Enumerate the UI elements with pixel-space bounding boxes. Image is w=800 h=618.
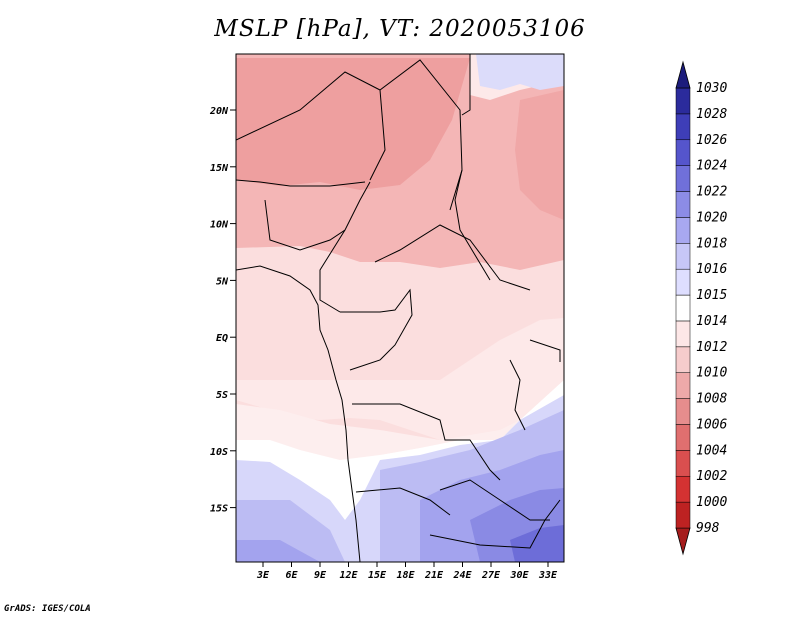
field-northeast-1016	[476, 54, 564, 90]
colorbar: 998 1000 1002 1004 1006 1008 1010 1012 1014 1015 1…	[675, 60, 727, 556]
colorbar-segment	[675, 372, 691, 399]
colorbar-min-arrow	[675, 527, 691, 556]
border-cameroon	[319, 229, 346, 313]
border-zambia	[439, 479, 550, 521]
colorbar-label: 1004	[696, 443, 727, 458]
colorbar-label: 1006	[696, 417, 727, 432]
lon-tick-label: 27E	[481, 570, 501, 581]
lat-tick-label: 5S	[216, 390, 228, 401]
border-congo	[340, 288, 413, 371]
colorbar-label: 1016	[696, 262, 727, 277]
colorbar-label: 1008	[696, 392, 727, 407]
lon-tick-label: 15E	[368, 570, 387, 581]
lon-tick-label: 18E	[396, 570, 415, 581]
pressure-field	[236, 54, 564, 562]
colorbar-segment	[675, 113, 691, 141]
lat-tick-label: 15N	[210, 163, 229, 174]
lat-tick-label: 10N	[210, 220, 229, 231]
colorbar-segment	[675, 450, 691, 477]
latitude-axis: 20N 15N 10N 5N EQ 5S 10S 15S	[209, 106, 236, 515]
colorbar-label: 1000	[696, 495, 727, 510]
border-libya-chad	[379, 59, 463, 211]
lat-tick-label: 15S	[210, 504, 228, 515]
border-algeria-niger	[236, 71, 386, 181]
lon-tick-label: 9E	[314, 570, 327, 581]
colorbar-label: 1026	[696, 133, 727, 148]
lat-tick-label: 5N	[216, 276, 229, 287]
colorbar-segment	[675, 243, 691, 270]
border-southeast	[429, 499, 561, 549]
colorbar-label: 1010	[696, 366, 727, 381]
coastline-west	[236, 265, 361, 562]
lon-tick-label: 21E	[424, 570, 444, 581]
colorbar-segment	[675, 87, 691, 115]
lon-tick-label: 24E	[452, 570, 472, 581]
map-frame	[235, 53, 565, 563]
map-title: MSLP [hPa], VT: 2020053106	[214, 16, 586, 42]
longitude-axis: 3E 6E 9E 12E 15E 18E 21E 24E 27E 30E 33E	[256, 562, 558, 581]
border-nigeria	[264, 181, 371, 251]
colorbar-segment	[675, 139, 691, 166]
lon-tick-label: 30E	[509, 570, 529, 581]
colorbar-label: 1022	[696, 185, 727, 200]
colorbar-label: 1014	[696, 314, 727, 329]
lon-tick-label: 6E	[285, 570, 298, 581]
colorbar-label: 1015	[696, 288, 727, 303]
lon-tick-label: 3E	[256, 570, 270, 581]
border-car	[374, 224, 531, 291]
colorbar-label: 1020	[696, 210, 727, 225]
colorbar-segment	[675, 501, 691, 529]
colorbar-label: 1024	[696, 159, 727, 174]
field-central-1014	[236, 318, 564, 440]
border-angola-namibia	[355, 487, 451, 516]
colorbar-label: 1030	[696, 81, 727, 96]
field-southeast-1024	[510, 525, 564, 562]
colorbar-segment	[675, 268, 691, 296]
border-chad-sudan	[454, 54, 491, 281]
colorbar-max-arrow	[675, 60, 691, 89]
colorbar-label: 1028	[696, 107, 727, 122]
colorbar-segment	[675, 217, 691, 244]
lon-tick-label: 33E	[538, 570, 558, 581]
colorbar-segment	[675, 294, 691, 322]
lat-tick-label: EQ	[216, 333, 228, 344]
colorbar-label: 1012	[696, 340, 727, 355]
colorbar-label: 1018	[696, 236, 727, 251]
colorbar-segment	[675, 475, 691, 503]
field-east-1010	[515, 90, 564, 220]
country-borders	[236, 54, 561, 562]
colorbar-segment	[675, 165, 691, 192]
colorbar-segment	[675, 320, 691, 348]
colorbar-label: 1002	[696, 469, 727, 484]
colorbar-segment	[675, 346, 691, 373]
lat-tick-label: 10S	[210, 447, 228, 458]
border-drc-angola	[352, 403, 501, 481]
colorbar-segment	[675, 398, 691, 425]
lon-tick-label: 12E	[339, 570, 358, 581]
colorbar-segment	[675, 191, 691, 218]
grads-credit: GrADS: IGES/COLA	[4, 604, 91, 614]
colorbar-label: 998	[696, 521, 720, 536]
field-north-1008	[236, 58, 470, 190]
colorbar-segment	[675, 424, 691, 451]
lakes-east	[509, 339, 561, 431]
lat-tick-label: 20N	[209, 106, 229, 117]
border-sahel	[236, 179, 366, 187]
